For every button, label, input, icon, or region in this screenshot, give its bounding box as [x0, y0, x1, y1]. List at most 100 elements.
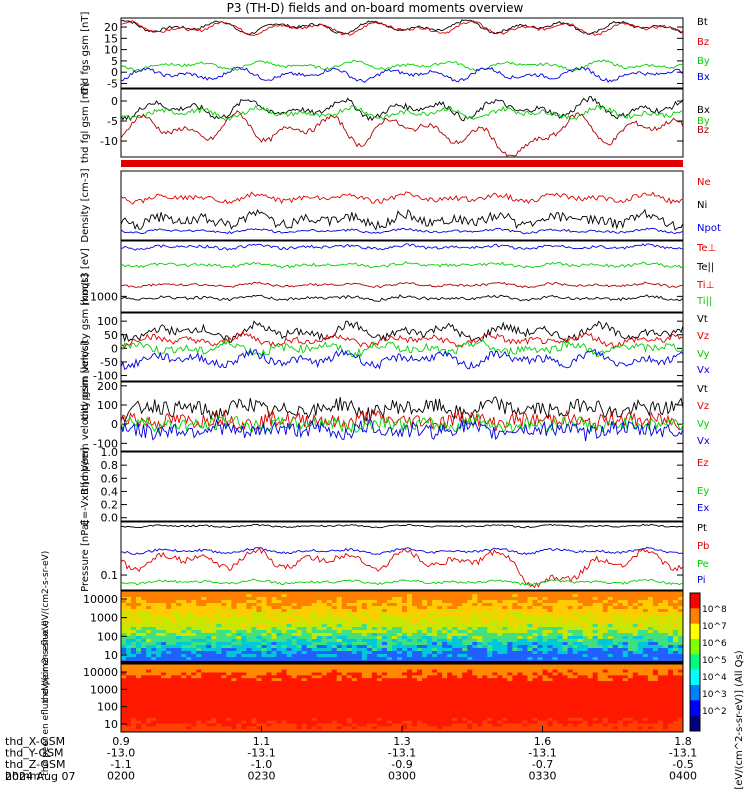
spectro-cell — [176, 706, 182, 710]
spectro-cell — [186, 618, 192, 622]
spectro-cell — [432, 657, 438, 661]
spectro-cell — [246, 645, 252, 649]
spectro-cell — [391, 700, 398, 705]
spectro-cell — [376, 664, 383, 668]
spectro-cell — [236, 715, 242, 719]
spectro-cell — [592, 606, 599, 610]
spectro-cell — [211, 729, 217, 733]
spectro-cell — [542, 681, 549, 685]
spectro-cell — [231, 703, 237, 707]
spectro-cell — [286, 609, 293, 613]
spectro-cell — [547, 648, 554, 652]
spectro-cell — [517, 703, 523, 707]
spectro-cell — [196, 715, 202, 719]
spectro-cell — [627, 636, 634, 640]
spectro-cell — [336, 692, 343, 696]
spectro-cell — [356, 698, 363, 702]
spectro-cell — [652, 597, 659, 601]
spectro-cell — [326, 703, 333, 707]
spectro-cell — [652, 606, 659, 610]
y-tick-label: 100 — [97, 315, 118, 328]
spectro-cell — [171, 624, 177, 628]
spectro-cell — [366, 609, 373, 613]
spectro-cell — [191, 594, 197, 598]
spectro-cell — [241, 706, 247, 710]
spectro-cell — [196, 686, 202, 690]
spectro-cell — [391, 689, 398, 693]
spectro-cell — [487, 621, 493, 625]
spectro-cell — [251, 597, 257, 601]
spectro-cell — [211, 703, 217, 707]
spectro-cell — [191, 633, 197, 637]
spectro-cell — [386, 654, 393, 658]
spectro-cell — [452, 717, 458, 722]
spectro-cell — [672, 603, 679, 607]
spectro-cell — [422, 609, 428, 613]
spectro-cell — [376, 669, 383, 673]
spectro-cell — [497, 657, 503, 661]
spectro-cell — [477, 689, 483, 693]
spectro-cell — [211, 648, 217, 652]
spectro-cell — [447, 692, 453, 696]
spectro-cell — [316, 636, 323, 640]
spectro-cell — [341, 612, 348, 616]
spectro-cell — [126, 666, 132, 671]
spectro-cell — [131, 609, 137, 613]
spectro-cell — [306, 624, 313, 628]
spectro-cell — [396, 700, 403, 705]
spectro-cell — [181, 669, 187, 673]
spectro-cell — [477, 678, 483, 682]
spectro-cell — [341, 597, 348, 601]
spectro-cell — [171, 618, 177, 622]
spectro-cell — [301, 642, 308, 646]
spectro-cell — [136, 654, 142, 658]
spectro-cell — [371, 723, 378, 727]
spectro-cell — [482, 689, 488, 693]
spectro-cell — [146, 664, 152, 668]
spectro-cell — [281, 729, 288, 733]
spectro-cell — [547, 700, 554, 705]
spectro-cell — [562, 729, 569, 733]
spectro-cell — [136, 600, 142, 604]
legend-Ti||: Ti|| — [696, 296, 712, 307]
spectro-cell — [386, 672, 393, 676]
spectro-cell — [437, 609, 443, 613]
spectro-cell — [637, 603, 644, 607]
spectro-cell — [657, 600, 664, 604]
spectro-cell — [557, 630, 564, 634]
spectro-cell — [452, 624, 458, 628]
spectro-cell — [206, 624, 212, 628]
spectro-cell — [271, 695, 278, 699]
spectro-cell — [457, 675, 463, 679]
spectro-cell — [386, 618, 393, 622]
spectro-cell — [442, 600, 448, 604]
spectro-cell — [462, 695, 468, 699]
spectro-cell — [477, 664, 483, 668]
spectro-cell — [612, 612, 619, 616]
spectro-cell — [452, 603, 458, 607]
spectro-cell — [376, 657, 383, 661]
spectro-cell — [281, 636, 288, 640]
spectro-cell — [467, 664, 473, 668]
spectro-cell — [316, 715, 323, 719]
spectro-cell — [286, 630, 293, 634]
spectro-cell — [241, 695, 247, 699]
spectro-cell — [221, 651, 227, 655]
spectro-cell — [667, 621, 674, 625]
spectro-cell — [552, 606, 559, 610]
spectro-cell — [231, 657, 237, 661]
spectro-cell — [121, 624, 127, 628]
spectro-cell — [542, 609, 549, 613]
spectro-cell — [412, 712, 418, 716]
spectro-cell — [241, 618, 247, 622]
spectro-cell — [151, 666, 157, 671]
spectro-cell — [361, 678, 368, 682]
spectro-cell — [507, 609, 513, 613]
spectro-cell — [336, 720, 343, 724]
spectro-cell — [427, 666, 433, 671]
spectro-cell — [356, 618, 363, 622]
spectro-cell — [256, 630, 262, 634]
spectro-cell — [552, 639, 559, 643]
spectro-cell — [557, 609, 564, 613]
spectro-cell — [622, 627, 629, 631]
